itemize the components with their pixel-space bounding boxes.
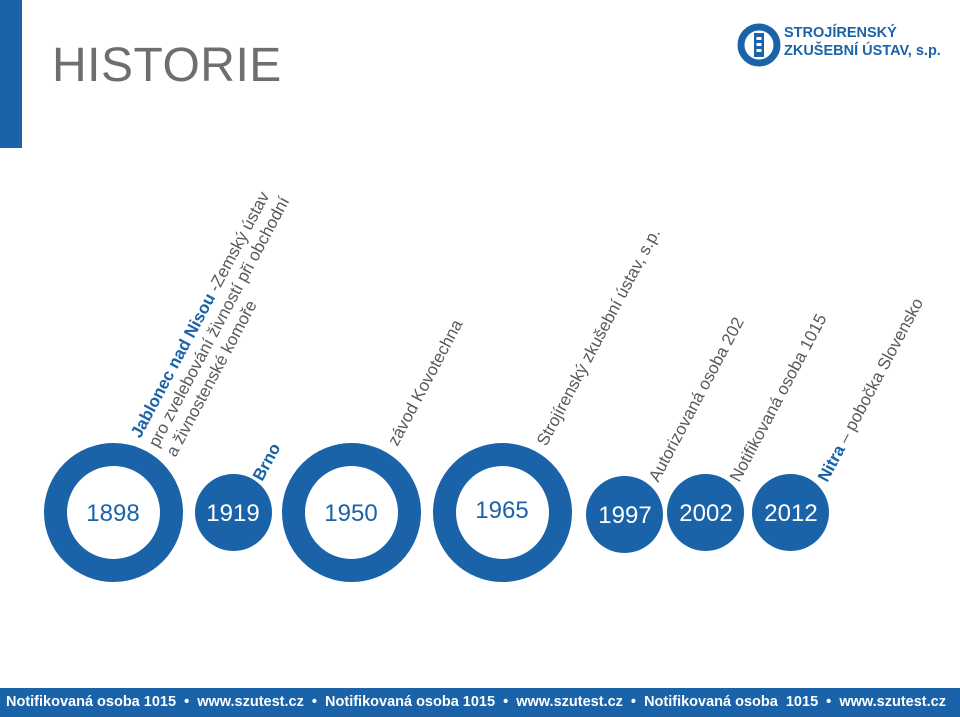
label-2002-desc: Notifikovaná osoba 1015 [726,310,831,485]
label-2012: Nitra – pobočka Slovensko [814,295,928,485]
label-1950-desc: závod Kovotechna [384,316,467,449]
year-1898: 1898 [86,500,140,527]
label-1965: Strojírenský zkušební ústav, s.p. [533,225,665,449]
label-2012-desc: – pobočka Slovensko [832,294,928,451]
label-1898: Jablonec nad Nisou -Zemský ústav pro zve… [127,184,312,460]
label-1950: závod Kovotechna [384,316,467,449]
circle-2012 [752,474,829,551]
page-title: HISTORIE [52,39,282,92]
year-1950: 1950 [324,500,378,527]
year-1919: 1919 [206,500,260,527]
circle-1919 [195,474,272,551]
year-2012: 2012 [764,500,818,527]
label-2002: Notifikovaná osoba 1015 [726,311,832,486]
logo-line2: ZKUŠEBNÍ ÚSTAV, s.p. [784,43,941,59]
company-logo: STROJÍRENSKÝ ZKUŠEBNÍ ÚSTAV, s.p. [737,22,952,72]
year-1997: 1997 [598,502,652,529]
label-1965-desc: Strojírenský zkušební ústav, s.p. [533,225,665,449]
year-2002: 2002 [679,500,733,527]
label-1898-line2: pro zvelebování živností při obchodní [144,193,294,451]
footer-text: Notifikovaná osoba 1015 • www.szutest.cz… [6,694,946,710]
footer-bar: Notifikovaná osoba 1015 • www.szutest.cz… [0,688,960,717]
szu-logo-icon [737,23,781,67]
year-1965: 1965 [475,497,529,524]
circle-2002 [667,474,744,551]
label-1997-desc: Autorizovaná osoba 202 [645,314,748,485]
logo-line1: STROJÍRENSKÝ [784,25,897,41]
label-1919-place: Brno [249,439,285,484]
label-1919: Brno [249,440,285,484]
accent-bar [0,0,22,148]
circle-1997 [586,476,663,553]
